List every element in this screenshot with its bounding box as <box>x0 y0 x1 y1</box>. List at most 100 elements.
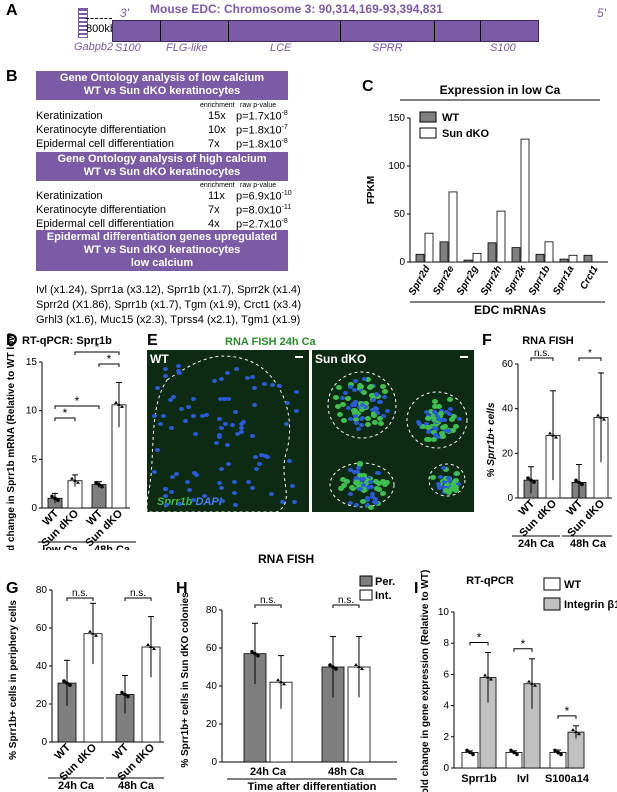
g-xtick-0: WT <box>53 741 74 762</box>
g-sig-1: n.s. <box>130 588 146 599</box>
f-sig-0: n.s. <box>534 348 550 359</box>
panel-letter-h: H <box>176 580 188 597</box>
nucleus <box>234 367 240 372</box>
h-legend-label-0: Per. <box>375 576 395 588</box>
c-bar-sun-dko-3 <box>496 210 506 263</box>
sprr1b-signal <box>454 470 461 476</box>
h-legend-swatch-0 <box>359 575 373 587</box>
i-legend-swatch-0 <box>543 577 561 591</box>
nucleus <box>162 493 168 498</box>
nucleus <box>436 482 442 487</box>
sprr1b-signal <box>420 423 427 429</box>
h-ytick-label-1: 20 <box>206 719 218 730</box>
nucleus <box>353 476 359 481</box>
i-bar-0-2-pt-0 <box>553 748 557 753</box>
sprr1b-signal <box>424 416 431 422</box>
nucleus <box>363 404 369 409</box>
nucleus <box>185 480 191 485</box>
c-ytick-label-0: 0 <box>399 257 405 268</box>
nucleus <box>269 492 275 497</box>
c-legend-label-1: Sun dKO <box>442 128 489 140</box>
d-ytick-label-2: 10 <box>26 406 38 417</box>
d-ytick-label-3: 15 <box>26 357 38 368</box>
i-bar-1-0-pt-2 <box>489 677 493 681</box>
g-bar0-pt-2 <box>68 683 72 687</box>
nucleus <box>262 382 268 387</box>
nucleus <box>233 410 239 415</box>
f-sig-1: * <box>588 348 592 359</box>
sprr1b-signal <box>451 483 458 489</box>
high-ca-enrichment-2: 4x <box>208 218 220 230</box>
high-ca-term-0: Keratinization <box>36 190 103 202</box>
nucleus <box>235 432 241 437</box>
low-ca-enrichment-0: 15x <box>208 110 226 122</box>
d-title: RT-qPCR: Sprr1b <box>22 335 112 347</box>
i-sig-bracket-1 <box>513 648 533 652</box>
f-bar0-pt-2 <box>532 480 536 484</box>
nucleus <box>250 485 256 490</box>
nucleus <box>216 433 222 438</box>
fish-title: RNA FISH 24h Ca <box>225 336 316 348</box>
g-sig-bracket-0 <box>66 597 94 601</box>
sprr1b-signal <box>361 487 368 493</box>
sprr1b-signal <box>449 428 456 434</box>
nucleus <box>154 385 160 390</box>
nucleus <box>355 465 361 470</box>
sprr1b-signal <box>380 490 387 496</box>
f-bar1-pt-0 <box>548 431 552 435</box>
nucleus <box>269 383 275 388</box>
h-bar-1-1-pt-1 <box>357 665 361 668</box>
nucleus <box>163 373 169 378</box>
c-ytick-label-3: 150 <box>388 113 405 124</box>
d-bar1-pt-0 <box>70 476 74 480</box>
nucleus <box>152 469 158 474</box>
i-legend-label-1: Integrin β1 KO <box>564 599 617 611</box>
sprr1b-signal <box>332 395 339 401</box>
d-bar1-pt-2 <box>76 480 80 484</box>
nucleus <box>279 499 285 504</box>
sprr1b-signal <box>449 416 456 422</box>
nucleus <box>348 416 354 421</box>
nucleus <box>374 410 380 415</box>
nucleus <box>219 499 225 504</box>
nucleus <box>283 422 289 427</box>
sprr1b-signal <box>361 389 368 395</box>
nucleus <box>225 371 231 376</box>
d-bar3-pt-1 <box>117 402 121 406</box>
panel-letter-e: E <box>147 332 158 349</box>
nucleus <box>440 466 446 471</box>
nucleus <box>424 410 430 415</box>
f-title: RNA FISH <box>522 335 574 347</box>
nucleus <box>290 484 296 489</box>
enrichment-header-2: enrichment <box>200 182 235 189</box>
gene-list-line-2: Sprr2d (X1.86), Sprr1b (x1.7), Tgm (x1.9… <box>36 299 302 311</box>
nucleus <box>177 371 183 375</box>
h-bar-0-0-pt-0 <box>250 649 254 654</box>
nucleus <box>211 379 217 384</box>
high-ca-pvalue-1: p=8.0x10-11 <box>236 204 292 217</box>
d-bar1-pt-1 <box>73 478 77 482</box>
scale-dashed-line <box>86 18 112 19</box>
low-ca-term-0: Keratinization <box>36 110 103 122</box>
i-bar-0-0-pt-0 <box>465 748 469 753</box>
i-bar-0-1-pt-2 <box>515 752 519 757</box>
nucleus <box>352 413 358 418</box>
sprr1b-signal <box>376 480 383 486</box>
nucleus <box>216 481 222 486</box>
nucleus <box>446 412 452 417</box>
f-bar0-pt-0 <box>526 476 530 480</box>
sprr1b-signal <box>343 479 350 485</box>
g-bar2-pt-1 <box>123 692 127 697</box>
sprr1b-signal <box>424 436 431 442</box>
h-sig-1: n.s. <box>338 595 354 606</box>
nucleus <box>446 429 452 434</box>
c-bar-wt-0 <box>415 253 425 263</box>
c-bar-wt-1 <box>439 241 449 263</box>
sprr1b-signal <box>452 424 459 430</box>
sprr1b-signal <box>368 505 375 511</box>
nucleus <box>155 448 161 453</box>
d-sig-2: * <box>107 352 112 366</box>
i-ytick-label-2: 4 <box>443 701 449 712</box>
d-group-1: 48h Ca <box>94 544 131 550</box>
i-ylabel: Fold change in gene expression (Relative… <box>420 570 431 792</box>
